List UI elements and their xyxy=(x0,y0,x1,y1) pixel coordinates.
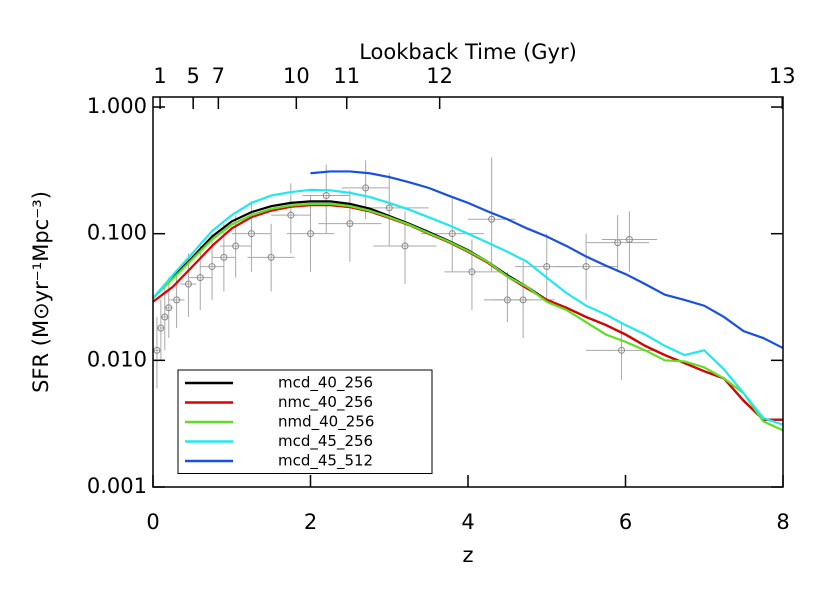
observation-point xyxy=(157,324,165,332)
x-axis-title: z xyxy=(462,543,473,567)
top-tick-label: 11 xyxy=(333,64,360,88)
observation-point xyxy=(232,242,240,250)
top-tick-label: 13 xyxy=(769,64,796,88)
observation-point xyxy=(161,313,169,321)
observation-point xyxy=(165,304,173,312)
observation-point xyxy=(618,346,626,354)
x-tick-label: 0 xyxy=(146,510,159,534)
top-tick-label: 1 xyxy=(153,64,166,88)
observation-point xyxy=(448,230,456,238)
top-axis-title: Lookback Time (Gyr) xyxy=(359,40,577,64)
observation-point xyxy=(196,274,204,282)
top-tick-label: 5 xyxy=(186,64,199,88)
y-tick-label: 0.001 xyxy=(87,474,147,498)
observation-point xyxy=(543,263,551,271)
y-tick-label: 1.000 xyxy=(87,94,147,118)
observation-point xyxy=(208,263,216,271)
x-tick-label: 6 xyxy=(619,510,632,534)
legend-label: nmc_40_256 xyxy=(278,393,373,412)
x-tick-label: 2 xyxy=(304,510,317,534)
legend-label: mcd_45_256 xyxy=(278,432,373,451)
observation-point xyxy=(287,211,295,219)
series-line xyxy=(310,170,784,350)
observation-point xyxy=(519,296,527,304)
observation-point xyxy=(582,263,590,271)
y-axis-title: SFR (M⊙yr⁻¹Mpc⁻³) xyxy=(29,191,53,393)
observation-point xyxy=(307,230,314,238)
observation-point xyxy=(468,268,476,276)
observation-point xyxy=(488,215,496,223)
observation-point xyxy=(385,204,393,212)
y-tick-label: 0.100 xyxy=(87,221,147,245)
observation-point xyxy=(184,280,192,288)
observation-point xyxy=(625,235,633,243)
observation-point xyxy=(346,220,354,228)
x-tick-label: 4 xyxy=(461,510,474,534)
observation-point xyxy=(220,253,228,261)
observation-point xyxy=(173,296,181,304)
observation-point xyxy=(362,184,370,192)
observation-point xyxy=(322,192,330,200)
observation-point xyxy=(401,242,409,250)
series-line xyxy=(152,188,784,426)
top-tick-label: 12 xyxy=(426,64,453,88)
top-tick-label: 7 xyxy=(212,64,225,88)
legend-label: mcd_40_256 xyxy=(278,374,373,393)
top-tick-label: 10 xyxy=(283,64,310,88)
legend-label: mcd_45_512 xyxy=(278,452,373,471)
observation-point xyxy=(267,253,275,261)
y-tick-label: 0.010 xyxy=(87,347,147,371)
x-tick-label: 8 xyxy=(776,510,789,534)
series-line xyxy=(152,202,784,432)
observation-point xyxy=(247,230,255,238)
legend-label: nmd_40_256 xyxy=(278,413,374,432)
observation-point xyxy=(153,346,161,354)
